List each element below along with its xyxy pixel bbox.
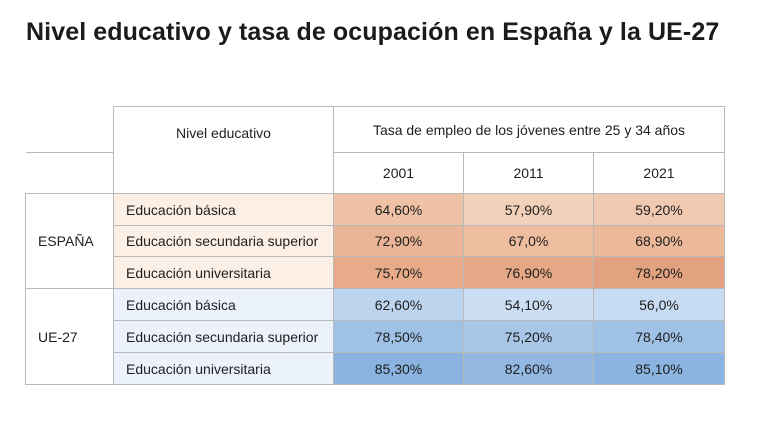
value-cell: 78,50% — [333, 320, 464, 353]
value-cell: 67,0% — [463, 225, 594, 257]
group-label-espana: ESPAÑA — [25, 193, 114, 289]
value-cell: 75,20% — [463, 320, 594, 353]
value-cell: 82,60% — [463, 352, 594, 385]
value-cell: 85,10% — [593, 352, 725, 385]
level-cell: Educación universitaria — [113, 352, 334, 385]
level-cell: Educación básica — [113, 288, 334, 321]
rate-header: Tasa de empleo de los jóvenes entre 25 y… — [333, 106, 725, 153]
level-cell: Educación universitaria — [113, 256, 334, 289]
level-cell: Educación básica — [113, 193, 334, 226]
value-cell: 78,20% — [593, 256, 725, 289]
value-cell: 75,70% — [333, 256, 464, 289]
table-row: ESPAÑA Educación básica 64,60% 57,90% 59… — [25, 193, 725, 289]
year-header-2021: 2021 — [593, 152, 725, 194]
table-row: Educación secundaria superior 78,50% 75,… — [26, 320, 725, 353]
value-cell: 57,90% — [463, 193, 594, 226]
value-cell: 62,60% — [333, 288, 464, 321]
value-cell: 72,90% — [333, 225, 464, 257]
page-title: Nivel educativo y tasa de ocupación en E… — [26, 18, 720, 46]
empty-corner-cell-2 — [25, 152, 114, 194]
value-cell: 54,10% — [463, 288, 594, 321]
empty-corner-cell — [25, 106, 114, 153]
value-cell: 76,90% — [463, 256, 594, 289]
level-cell: Educación secundaria superior — [113, 225, 334, 257]
value-cell: 56,0% — [593, 288, 725, 321]
table-row: Educación universitaria 75,70% 76,90% 78… — [26, 256, 725, 289]
table-row: UE-27 Educación básica 62,60% 54,10% 56,… — [25, 288, 725, 385]
value-cell: 64,60% — [333, 193, 464, 226]
year-header-2011: 2011 — [463, 152, 594, 194]
value-cell: 68,90% — [593, 225, 725, 257]
value-cell: 85,30% — [333, 352, 464, 385]
level-header: Nivel educativo — [113, 106, 334, 194]
table-row: Educación universitaria 85,30% 82,60% 85… — [26, 352, 725, 385]
value-cell: 59,20% — [593, 193, 725, 226]
level-cell: Educación secundaria superior — [113, 320, 334, 353]
value-cell: 78,40% — [593, 320, 725, 353]
year-header-2001: 2001 — [333, 152, 464, 194]
education-employment-table: Nivel educativo Tasa de empleo de los jó… — [25, 106, 725, 385]
table-row: Educación secundaria superior 72,90% 67,… — [26, 225, 725, 257]
group-label-ue27: UE-27 — [25, 288, 114, 385]
